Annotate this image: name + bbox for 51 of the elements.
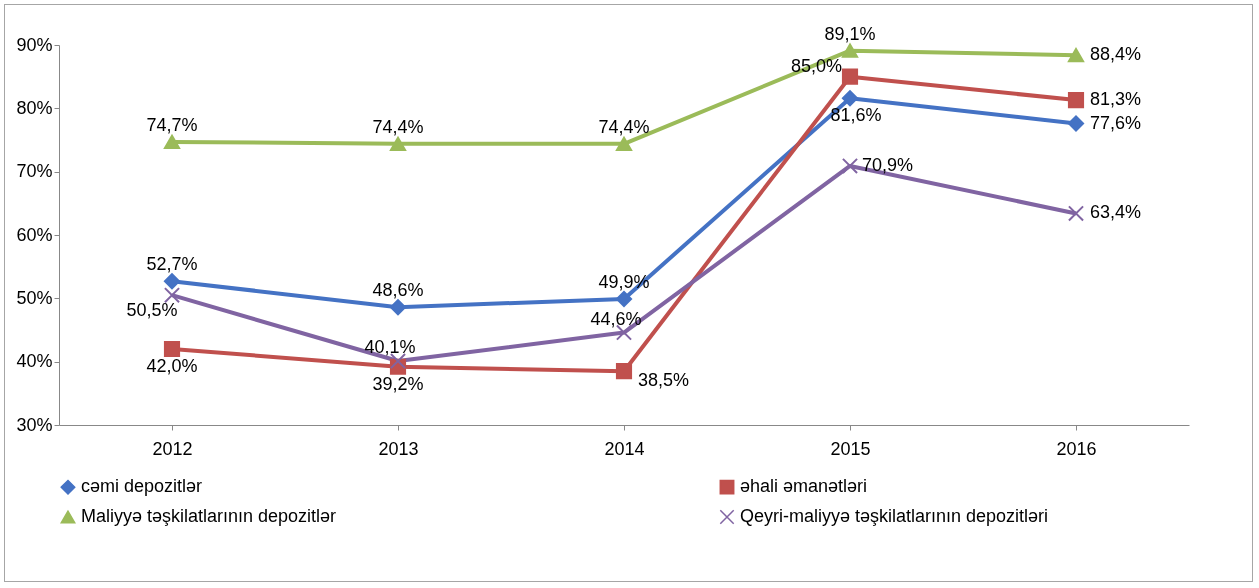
data-label: 77,6% bbox=[1090, 112, 1142, 133]
data-label: 74,4% bbox=[598, 116, 650, 137]
data-label: 70,9% bbox=[862, 154, 914, 175]
data-label: 42,0% bbox=[146, 356, 198, 376]
x-tick-label: 2015 bbox=[830, 438, 871, 459]
point bbox=[389, 136, 407, 151]
legend-label: cəmi depozitlər bbox=[81, 476, 203, 497]
point bbox=[841, 43, 859, 58]
point bbox=[615, 363, 633, 380]
data-label: 74,4% bbox=[372, 116, 424, 137]
y-tick-label: 60% bbox=[16, 224, 53, 245]
point bbox=[841, 68, 859, 85]
data-label: 40,1% bbox=[364, 337, 416, 358]
y-tick-label: 30% bbox=[16, 414, 53, 435]
legend-label: Qeyri-maliyyə təşkilatlarının depozitləri bbox=[740, 506, 1049, 526]
data-label: 63,4% bbox=[1090, 202, 1142, 223]
x-tick-label: 2014 bbox=[604, 438, 645, 459]
point bbox=[163, 134, 181, 150]
x-tick-label: 2012 bbox=[152, 438, 193, 459]
data-label: 48,6% bbox=[372, 280, 424, 301]
data-label: 81,3% bbox=[1090, 89, 1142, 110]
legend-label: Maliyyə təşkilatlarının depozitlər bbox=[81, 506, 337, 526]
point bbox=[615, 136, 633, 151]
point bbox=[1067, 115, 1085, 132]
point bbox=[615, 290, 633, 308]
data-label: 38,5% bbox=[638, 370, 690, 391]
point bbox=[1067, 205, 1085, 222]
point bbox=[163, 287, 181, 304]
data-label: 52,7% bbox=[146, 254, 198, 275]
y-tick-label: 70% bbox=[16, 161, 53, 182]
point bbox=[163, 273, 181, 290]
data-label: 44,6% bbox=[590, 308, 642, 329]
data-label: 50,5% bbox=[126, 300, 178, 321]
point bbox=[389, 299, 407, 316]
data-label: 88,4% bbox=[1090, 44, 1142, 65]
point bbox=[163, 340, 181, 358]
x-tick-label: 2016 bbox=[1056, 438, 1097, 459]
y-tick-label: 50% bbox=[16, 287, 53, 308]
data-label: 89,1% bbox=[824, 23, 876, 44]
data-label: 74,7% bbox=[146, 114, 198, 135]
point bbox=[841, 157, 859, 175]
legend-label: əhali əmanətləri bbox=[740, 476, 868, 497]
point bbox=[1067, 48, 1085, 63]
data-label: 81,6% bbox=[830, 105, 882, 126]
point bbox=[1067, 92, 1085, 109]
y-tick-label: 80% bbox=[16, 97, 53, 118]
y-tick-label: 90% bbox=[16, 34, 53, 55]
point bbox=[841, 90, 859, 107]
y-tick-label: 40% bbox=[16, 351, 53, 372]
x-tick-label: 2013 bbox=[378, 438, 419, 459]
data-label: 39,2% bbox=[372, 373, 424, 394]
